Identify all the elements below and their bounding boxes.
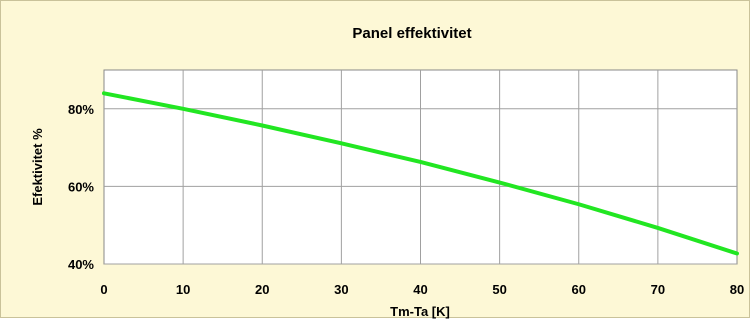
x-tick-label: 50 [492, 282, 506, 297]
grid-layer [104, 70, 737, 265]
y-tick-label: 40% [68, 257, 94, 272]
y-tick-label: 60% [68, 179, 94, 194]
x-tick-label: 60 [572, 282, 586, 297]
series-layer [102, 91, 739, 256]
x-tick-label: 0 [100, 282, 107, 297]
x-tick-label: 20 [255, 282, 269, 297]
y-tick-label: 80% [68, 102, 94, 117]
x-axis-label: Tm-Ta [K] [390, 304, 450, 319]
x-tick-label: 40 [413, 282, 427, 297]
x-tick-label: 80 [730, 282, 744, 297]
efficiency-line [102, 91, 739, 256]
chart-title: Panel effektivitet [352, 25, 471, 42]
x-tick-label: 70 [651, 282, 665, 297]
x-tick-label: 30 [334, 282, 348, 297]
y-axis-label: Efektivitet % [30, 128, 45, 206]
x-tick-label: 10 [176, 282, 190, 297]
tick-layer: 0 10 20 30 40 50 60 70 80 40% 60% 80% [68, 102, 744, 297]
